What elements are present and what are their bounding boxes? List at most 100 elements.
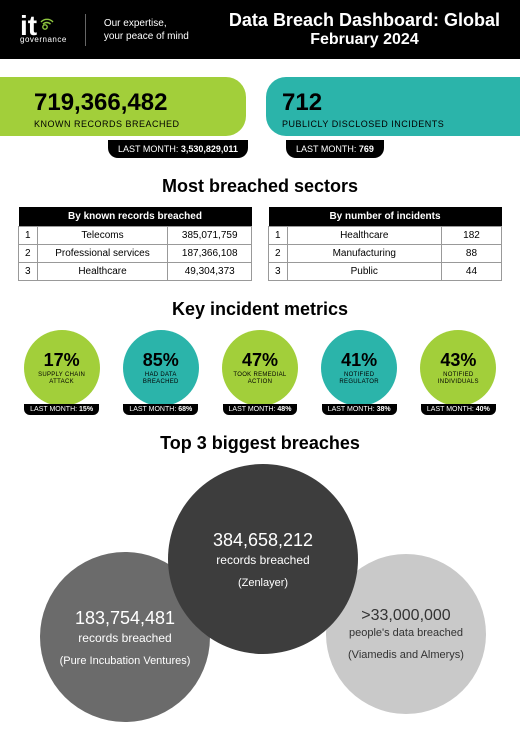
val: 187,366,108: [168, 245, 252, 263]
header: it governance Our expertise, your peace …: [0, 0, 520, 59]
breach-src: (Pure Incubation Ventures): [60, 655, 191, 667]
stat-known-records: 719,366,482 KNOWN RECORDS BREACHED LAST …: [18, 77, 254, 158]
stat-value: 719,366,482: [34, 89, 240, 117]
metric-label: NOTIFIED REGULATOR: [321, 372, 397, 385]
last-month-label: LAST MONTH:: [296, 144, 356, 154]
metric-label: NOTIFIED INDIVIDUALS: [420, 372, 496, 385]
last-value: 68%: [178, 406, 192, 413]
metric-circle: 17%SUPPLY CHAIN ATTACK: [24, 330, 100, 406]
stats-row: 719,366,482 KNOWN RECORDS BREACHED LAST …: [0, 77, 520, 158]
name: Telecoms: [37, 227, 168, 245]
name: Professional services: [37, 245, 168, 263]
breach-value: 183,754,481: [75, 608, 175, 629]
metric-circle: 43%NOTIFIED INDIVIDUALS: [420, 330, 496, 406]
metric-label: HAD DATA BREACHED: [123, 372, 199, 385]
name: Public: [287, 263, 441, 281]
breach-sub: people's data breached: [349, 627, 463, 639]
metric-pct: 17%: [44, 350, 80, 371]
sectors-title: Most breached sectors: [0, 176, 520, 197]
divider: [85, 14, 86, 46]
val: 385,071,759: [168, 227, 252, 245]
rank: 1: [269, 227, 288, 245]
stat-value: 712: [282, 89, 488, 117]
top-breaches: 183,754,481 records breached (Pure Incub…: [18, 464, 502, 734]
rank: 3: [269, 263, 288, 281]
page-title: Data Breach Dashboard: Global: [229, 10, 500, 31]
stat-lastmonth: LAST MONTH: 769: [286, 140, 384, 158]
tables-row: By known records breached 1Telecoms385,0…: [0, 207, 520, 281]
table-by-incidents: By number of incidents 1Healthcare182 2M…: [268, 207, 502, 281]
table-header: By known records breached: [19, 207, 252, 227]
val: 182: [441, 227, 501, 245]
breach-sub: records breached: [78, 631, 171, 645]
tagline: Our expertise, your peace of mind: [104, 17, 189, 43]
table-header: By number of incidents: [269, 207, 502, 227]
breaches-title: Top 3 biggest breaches: [0, 433, 520, 454]
metric-pct: 85%: [143, 350, 179, 371]
val: 49,304,373: [168, 263, 252, 281]
table-row: 2Manufacturing88: [269, 245, 502, 263]
stat-lastmonth: LAST MONTH: 3,530,829,011: [108, 140, 248, 158]
breach-value: 384,658,212: [213, 530, 313, 551]
metric-lastmonth: LAST MONTH: 38%: [322, 404, 397, 415]
rank: 2: [19, 245, 38, 263]
metric-label: TOOK REMEDIAL ACTION: [222, 372, 298, 385]
name: Manufacturing: [287, 245, 441, 263]
table-row: 2Professional services187,366,108: [19, 245, 252, 263]
metric-circle: 47%TOOK REMEDIAL ACTION: [222, 330, 298, 406]
metric-circle: 41%NOTIFIED REGULATOR: [321, 330, 397, 406]
stat-label: KNOWN RECORDS BREACHED: [34, 119, 240, 129]
table-row: 1Telecoms385,071,759: [19, 227, 252, 245]
stat-label: PUBLICLY DISCLOSED INCIDENTS: [282, 119, 488, 129]
metrics-title: Key incident metrics: [0, 299, 520, 320]
page-subtitle: February 2024: [229, 31, 500, 49]
ripple-icon: [37, 15, 57, 36]
tagline-l1: Our expertise,: [104, 17, 189, 30]
rank: 1: [19, 227, 38, 245]
breach-value: >33,000,000: [361, 607, 450, 625]
last-month-label: LAST MONTH:: [118, 144, 178, 154]
val: 44: [441, 263, 501, 281]
metric-pct: 43%: [440, 350, 476, 371]
last-label: LAST MONTH:: [229, 406, 278, 413]
metric-lastmonth: LAST MONTH: 15%: [24, 404, 99, 415]
metric-lastmonth: LAST MONTH: 40%: [421, 404, 496, 415]
last-value: 38%: [377, 406, 391, 413]
last-label: LAST MONTH:: [129, 406, 178, 413]
breach-sub: records breached: [216, 553, 309, 567]
metric-pct: 41%: [341, 350, 377, 371]
name: Healthcare: [37, 263, 168, 281]
table-row: 3Healthcare49,304,373: [19, 263, 252, 281]
breach-center: 384,658,212 records breached (Zenlayer): [168, 464, 358, 654]
tagline-l2: your peace of mind: [104, 30, 189, 43]
stat-incidents: 712 PUBLICLY DISCLOSED INCIDENTS LAST MO…: [266, 77, 502, 158]
last-label: LAST MONTH:: [328, 406, 377, 413]
metric: 85%HAD DATA BREACHED LAST MONTH: 68%: [118, 330, 204, 415]
metric: 17%SUPPLY CHAIN ATTACKLAST MONTH: 15%: [19, 330, 105, 415]
table-by-records: By known records breached 1Telecoms385,0…: [18, 207, 252, 281]
metric-pct: 47%: [242, 350, 278, 371]
val: 88: [441, 245, 501, 263]
metric-lastmonth: LAST MONTH: 68%: [123, 404, 198, 415]
table-row: 1Healthcare182: [269, 227, 502, 245]
last-label: LAST MONTH:: [30, 406, 79, 413]
logo-sub: governance: [20, 35, 67, 44]
logo-text-block: it governance: [20, 15, 67, 45]
breach-src: (Zenlayer): [238, 577, 288, 589]
rank: 2: [269, 245, 288, 263]
metric: 41%NOTIFIED REGULATORLAST MONTH: 38%: [316, 330, 402, 415]
title-block: Data Breach Dashboard: Global February 2…: [229, 10, 500, 49]
rank: 3: [19, 263, 38, 281]
breach-src: (Viamedis and Almerys): [348, 649, 464, 661]
metric-lastmonth: LAST MONTH: 48%: [223, 404, 298, 415]
last-value: 48%: [277, 406, 291, 413]
name: Healthcare: [287, 227, 441, 245]
last-month-value: 3,530,829,011: [181, 144, 238, 154]
metric: 47%TOOK REMEDIAL ACTIONLAST MONTH: 48%: [217, 330, 303, 415]
last-value: 15%: [79, 406, 93, 413]
last-label: LAST MONTH:: [427, 406, 476, 413]
metric: 43%NOTIFIED INDIVIDUALSLAST MONTH: 40%: [415, 330, 501, 415]
metric-label: SUPPLY CHAIN ATTACK: [24, 372, 100, 385]
last-month-value: 769: [359, 144, 374, 154]
table-row: 3Public44: [269, 263, 502, 281]
